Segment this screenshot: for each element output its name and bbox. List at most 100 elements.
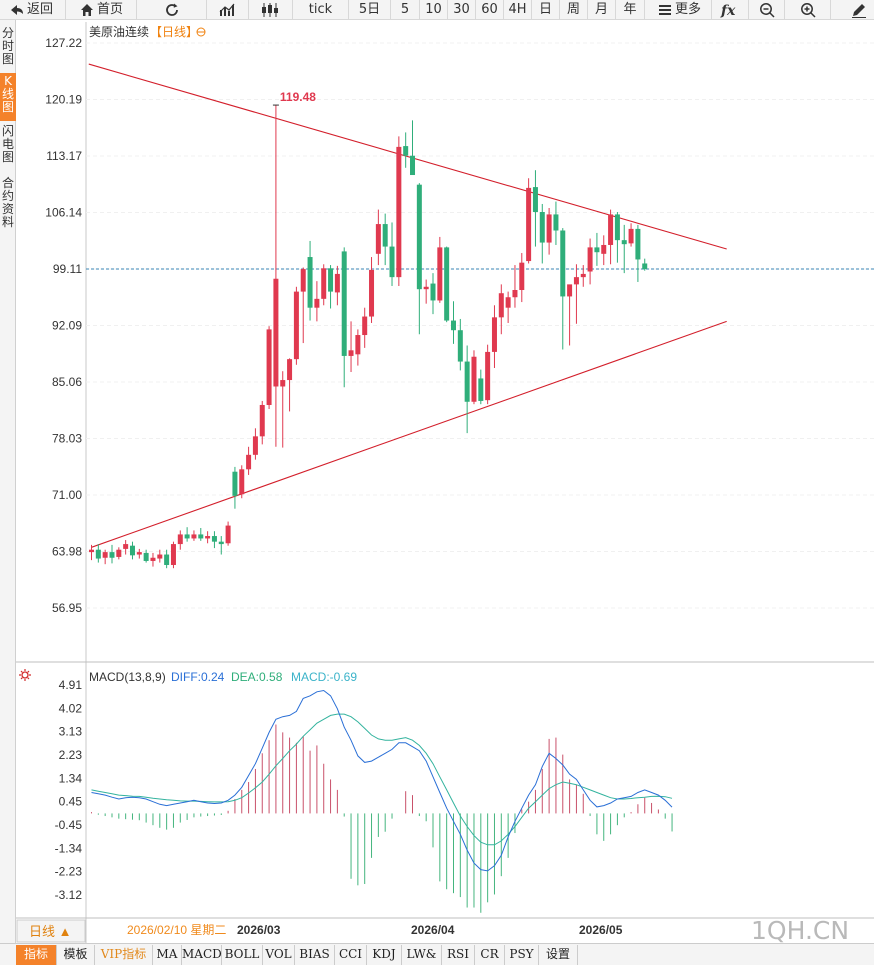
candle-body	[293, 291, 299, 360]
candle	[225, 521, 231, 546]
period-4h-button[interactable]: 4H	[504, 0, 532, 20]
candle-body	[334, 273, 340, 293]
candle-body	[280, 380, 286, 387]
tab-bias[interactable]: BIAS	[295, 945, 335, 965]
refresh-button[interactable]	[137, 0, 207, 20]
tab-boll[interactable]: BOLL	[222, 945, 263, 965]
price-tick-label: 78.03	[52, 432, 82, 446]
candle-body	[116, 549, 122, 557]
candle	[164, 549, 170, 569]
candle	[205, 531, 211, 544]
zoom-in-button[interactable]	[785, 0, 831, 20]
tick-button[interactable]: tick	[293, 0, 349, 20]
candle-body	[485, 351, 491, 401]
candle	[423, 279, 429, 304]
candle-body	[266, 329, 272, 405]
macd-tick-label: -2.23	[55, 865, 83, 879]
candle	[143, 549, 149, 563]
candle	[191, 530, 197, 541]
tab-rsi[interactable]: RSI	[442, 945, 475, 965]
macd-tick-label: 3.13	[59, 725, 83, 739]
trendlines[interactable]	[88, 63, 727, 548]
period-year-button[interactable]: 年	[616, 0, 645, 20]
candle-body	[328, 268, 334, 292]
candle	[608, 209, 614, 265]
trendline	[88, 63, 727, 250]
candle-body	[416, 184, 422, 290]
candle	[560, 228, 566, 350]
candle	[314, 281, 320, 322]
draw-tool-button[interactable]	[831, 0, 874, 20]
tab-timeshare[interactable]: 分时图	[1, 26, 14, 66]
tab-kline[interactable]: K线图	[0, 73, 16, 121]
period-day-button[interactable]: 日	[532, 0, 560, 20]
candle	[567, 284, 573, 346]
candle-style-button[interactable]	[249, 0, 293, 20]
macd-settings-icon[interactable]	[19, 669, 31, 681]
month-label: 2026/03	[237, 923, 281, 937]
tab-flash-chart[interactable]: 闪电图	[1, 124, 14, 164]
chart-type-button[interactable]	[207, 0, 249, 20]
tab-cr[interactable]: CR	[475, 945, 505, 965]
refresh-icon	[166, 3, 178, 16]
period-10min-button[interactable]: 10	[420, 0, 448, 20]
candle-body	[560, 230, 566, 297]
candle-body	[389, 246, 395, 278]
candle	[416, 183, 422, 335]
candle	[239, 465, 245, 499]
candle	[621, 224, 627, 274]
candle	[594, 232, 600, 266]
candle	[273, 105, 279, 447]
period-30min-button[interactable]: 30	[448, 0, 476, 20]
tab-cci[interactable]: CCI	[335, 945, 367, 965]
period-month-button[interactable]: 月	[588, 0, 616, 20]
formula-button[interactable]: fx	[712, 0, 749, 20]
tab-kdj[interactable]: KDJ	[367, 945, 402, 965]
candle-body	[587, 247, 593, 272]
candle-body	[89, 549, 94, 553]
tab-psy[interactable]: PSY	[505, 945, 539, 965]
tab-vip-indicators[interactable]: VIP指标	[95, 945, 153, 965]
candle	[601, 235, 607, 266]
candle-body	[628, 228, 634, 244]
macd-histogram	[91, 724, 673, 913]
period-selector[interactable]: 日线 ▲	[16, 919, 86, 943]
period-5min-button[interactable]: 5	[391, 0, 420, 20]
candle	[109, 544, 115, 564]
tab-indicators[interactable]: 指标	[16, 945, 57, 965]
tab-contract-info[interactable]: 合约资料	[1, 176, 14, 229]
candle-body	[321, 268, 327, 299]
price-tick-label: 92.09	[52, 318, 82, 332]
candle-body	[621, 240, 627, 245]
month-label: 2026/04	[411, 923, 455, 937]
tab-ma[interactable]: MA	[153, 945, 182, 965]
tab-vol[interactable]: VOL	[263, 945, 295, 965]
crosshair-target-icon[interactable]	[196, 27, 206, 37]
candle-body	[355, 335, 361, 355]
home-button[interactable]: 首页	[66, 0, 137, 20]
tab-settings[interactable]: 设置	[539, 945, 578, 965]
month-label: 2026/05	[579, 923, 623, 937]
tab-macd[interactable]: MACD	[182, 945, 222, 965]
period-5day-button[interactable]: 5日	[349, 0, 391, 20]
tab-lwr[interactable]: LW&	[402, 945, 442, 965]
candle-body	[287, 359, 293, 381]
candle	[485, 344, 491, 405]
macd-dea-value: DEA:0.58	[231, 670, 283, 684]
candle	[450, 301, 456, 344]
price-tick-label: 127.22	[45, 36, 82, 50]
macd-axis: 4.91 4.02 3.13 2.23 1.34 0.45 -0.45 -1.34 -2.23 -…	[55, 678, 83, 902]
tab-templates[interactable]: 模板	[57, 945, 95, 965]
peak-marker: 119.48	[272, 90, 316, 106]
chart-area[interactable]: 美原油连续 【日线】 127.22 120.19 113.17 106.14 99.11…	[16, 20, 874, 943]
candle-body	[553, 214, 559, 231]
zoom-out-button[interactable]	[749, 0, 785, 20]
watermark: 1QH.CN	[751, 916, 849, 943]
candle	[116, 547, 122, 560]
more-button[interactable]: 更多	[645, 0, 712, 20]
period-60min-button[interactable]: 60	[476, 0, 504, 20]
period-week-button[interactable]: 周	[560, 0, 588, 20]
candle	[396, 136, 402, 286]
back-button[interactable]: 返回	[0, 0, 66, 20]
